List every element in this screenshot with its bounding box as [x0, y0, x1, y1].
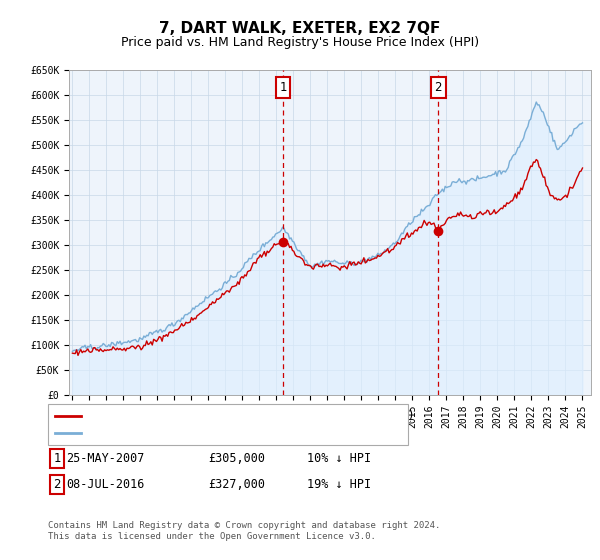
Text: 2: 2: [53, 478, 61, 491]
Text: Price paid vs. HM Land Registry's House Price Index (HPI): Price paid vs. HM Land Registry's House …: [121, 36, 479, 49]
Text: 1: 1: [53, 451, 61, 465]
Text: Contains HM Land Registry data © Crown copyright and database right 2024.
This d: Contains HM Land Registry data © Crown c…: [48, 521, 440, 540]
Text: 10% ↓ HPI: 10% ↓ HPI: [307, 451, 371, 465]
Text: 1: 1: [280, 81, 287, 94]
Text: 2: 2: [434, 81, 442, 94]
Text: 25-MAY-2007: 25-MAY-2007: [66, 451, 144, 465]
Text: 19% ↓ HPI: 19% ↓ HPI: [307, 478, 371, 491]
Text: 7, DART WALK, EXETER, EX2 7QF (detached house): 7, DART WALK, EXETER, EX2 7QF (detached …: [87, 409, 415, 422]
Text: 08-JUL-2016: 08-JUL-2016: [66, 478, 144, 491]
Text: 7, DART WALK, EXETER, EX2 7QF: 7, DART WALK, EXETER, EX2 7QF: [160, 21, 440, 36]
Text: £305,000: £305,000: [209, 451, 265, 465]
Text: £327,000: £327,000: [209, 478, 265, 491]
Text: HPI: Average price, detached house, Exeter: HPI: Average price, detached house, Exet…: [87, 427, 386, 440]
